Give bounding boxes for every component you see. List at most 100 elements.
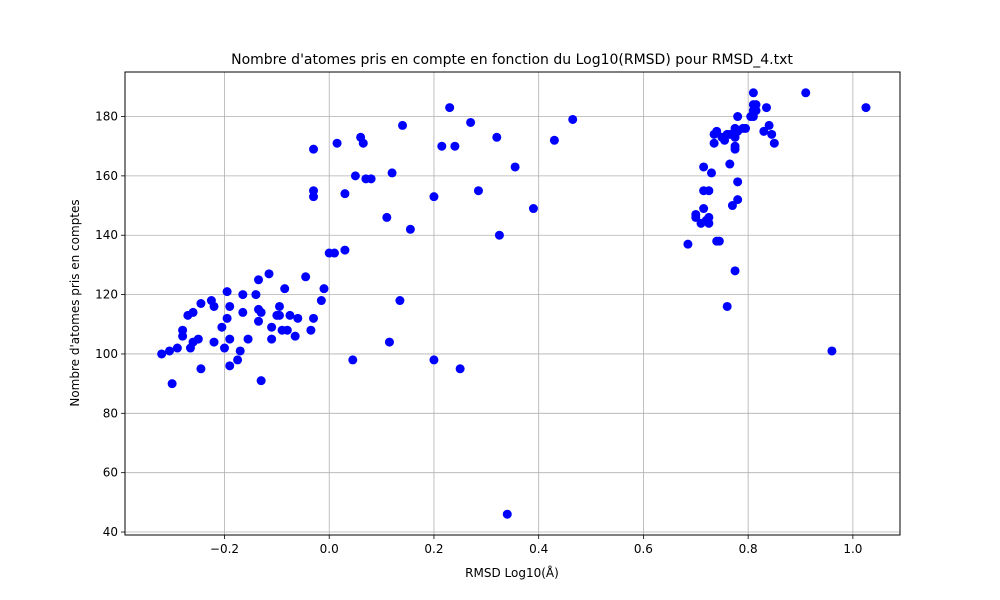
data-point xyxy=(382,212,392,222)
data-point xyxy=(466,117,476,127)
data-point xyxy=(722,301,732,311)
data-point xyxy=(727,201,737,211)
data-point xyxy=(235,346,245,356)
data-point xyxy=(769,138,779,148)
data-point xyxy=(293,313,303,323)
data-point xyxy=(309,192,319,202)
data-point xyxy=(761,103,771,113)
data-point xyxy=(751,106,761,116)
y-tick-label: 180 xyxy=(95,110,118,124)
data-point xyxy=(233,355,243,365)
data-point xyxy=(332,138,342,148)
data-point xyxy=(510,162,520,172)
data-point xyxy=(568,114,578,124)
x-tick-label: 0.8 xyxy=(739,542,758,556)
data-point xyxy=(306,325,316,335)
data-point xyxy=(699,204,709,214)
data-point xyxy=(219,343,229,353)
data-point xyxy=(319,284,329,294)
data-point xyxy=(683,239,693,249)
data-point xyxy=(165,346,175,356)
data-point xyxy=(340,189,350,199)
data-point xyxy=(733,195,743,205)
data-point xyxy=(767,129,777,139)
data-point xyxy=(267,322,277,332)
data-point xyxy=(340,245,350,255)
data-point xyxy=(196,364,206,374)
data-point xyxy=(429,355,439,365)
data-point xyxy=(209,301,219,311)
data-point xyxy=(549,135,559,145)
data-point xyxy=(256,307,266,317)
data-point xyxy=(429,192,439,202)
plot-area xyxy=(125,72,900,535)
data-point xyxy=(741,123,751,133)
data-point xyxy=(196,299,206,308)
data-point xyxy=(384,337,394,347)
x-tick-label: 1.0 xyxy=(843,542,862,556)
data-point xyxy=(274,301,284,311)
data-point xyxy=(329,248,339,258)
data-point xyxy=(290,331,300,341)
data-point xyxy=(502,509,512,519)
data-point xyxy=(254,275,264,285)
data-point xyxy=(712,126,722,136)
data-point xyxy=(450,141,460,151)
y-tick-label: 60 xyxy=(103,466,118,480)
x-tick-label: 0.2 xyxy=(424,542,443,556)
data-point xyxy=(398,120,408,130)
x-axis-ticks: −0.2 0.0 0.2 0.4 0.6 0.8 1.0 xyxy=(210,535,862,556)
data-point xyxy=(225,301,235,311)
data-point xyxy=(251,290,261,300)
data-point xyxy=(704,186,714,196)
data-point xyxy=(172,343,182,353)
data-point xyxy=(350,171,360,181)
data-point xyxy=(748,88,758,98)
data-point xyxy=(309,144,319,154)
data-point xyxy=(455,364,465,374)
grid-lines xyxy=(125,72,900,535)
data-point xyxy=(714,236,724,246)
data-point xyxy=(167,379,177,389)
data-point xyxy=(706,168,716,178)
data-point xyxy=(730,144,740,154)
data-point xyxy=(473,186,483,196)
data-point xyxy=(445,103,455,113)
data-point xyxy=(280,284,290,294)
y-axis-label: Nombre d'atomes pris en comptes xyxy=(68,199,82,406)
data-point xyxy=(157,349,167,359)
data-point xyxy=(366,174,376,184)
data-point xyxy=(691,212,701,222)
data-point xyxy=(238,307,248,317)
data-point xyxy=(285,310,295,320)
x-tick-label: −0.2 xyxy=(210,542,239,556)
chart-title: Nombre d'atomes pris en compte en foncti… xyxy=(231,52,793,68)
data-point xyxy=(256,376,266,386)
data-point xyxy=(217,322,227,332)
data-point xyxy=(316,296,326,306)
data-point xyxy=(492,132,502,142)
data-point xyxy=(733,112,743,122)
data-point xyxy=(704,218,714,228)
data-point xyxy=(395,296,405,306)
x-tick-label: 0.4 xyxy=(529,542,548,556)
data-point xyxy=(309,313,319,323)
data-point xyxy=(254,316,264,326)
data-point xyxy=(225,334,235,344)
data-point xyxy=(861,103,871,113)
data-point xyxy=(193,334,203,344)
plot-frame xyxy=(124,71,901,536)
data-points xyxy=(157,88,871,519)
data-point xyxy=(801,88,811,98)
y-tick-label: 40 xyxy=(103,525,118,539)
data-point xyxy=(238,290,248,300)
data-point xyxy=(264,269,274,279)
data-point xyxy=(699,162,709,172)
x-axis-label: RMSD Log10(Å) xyxy=(465,565,559,580)
data-point xyxy=(494,230,504,240)
data-point xyxy=(759,126,769,136)
data-point xyxy=(222,313,232,323)
data-point xyxy=(358,138,368,148)
data-point xyxy=(301,272,311,282)
